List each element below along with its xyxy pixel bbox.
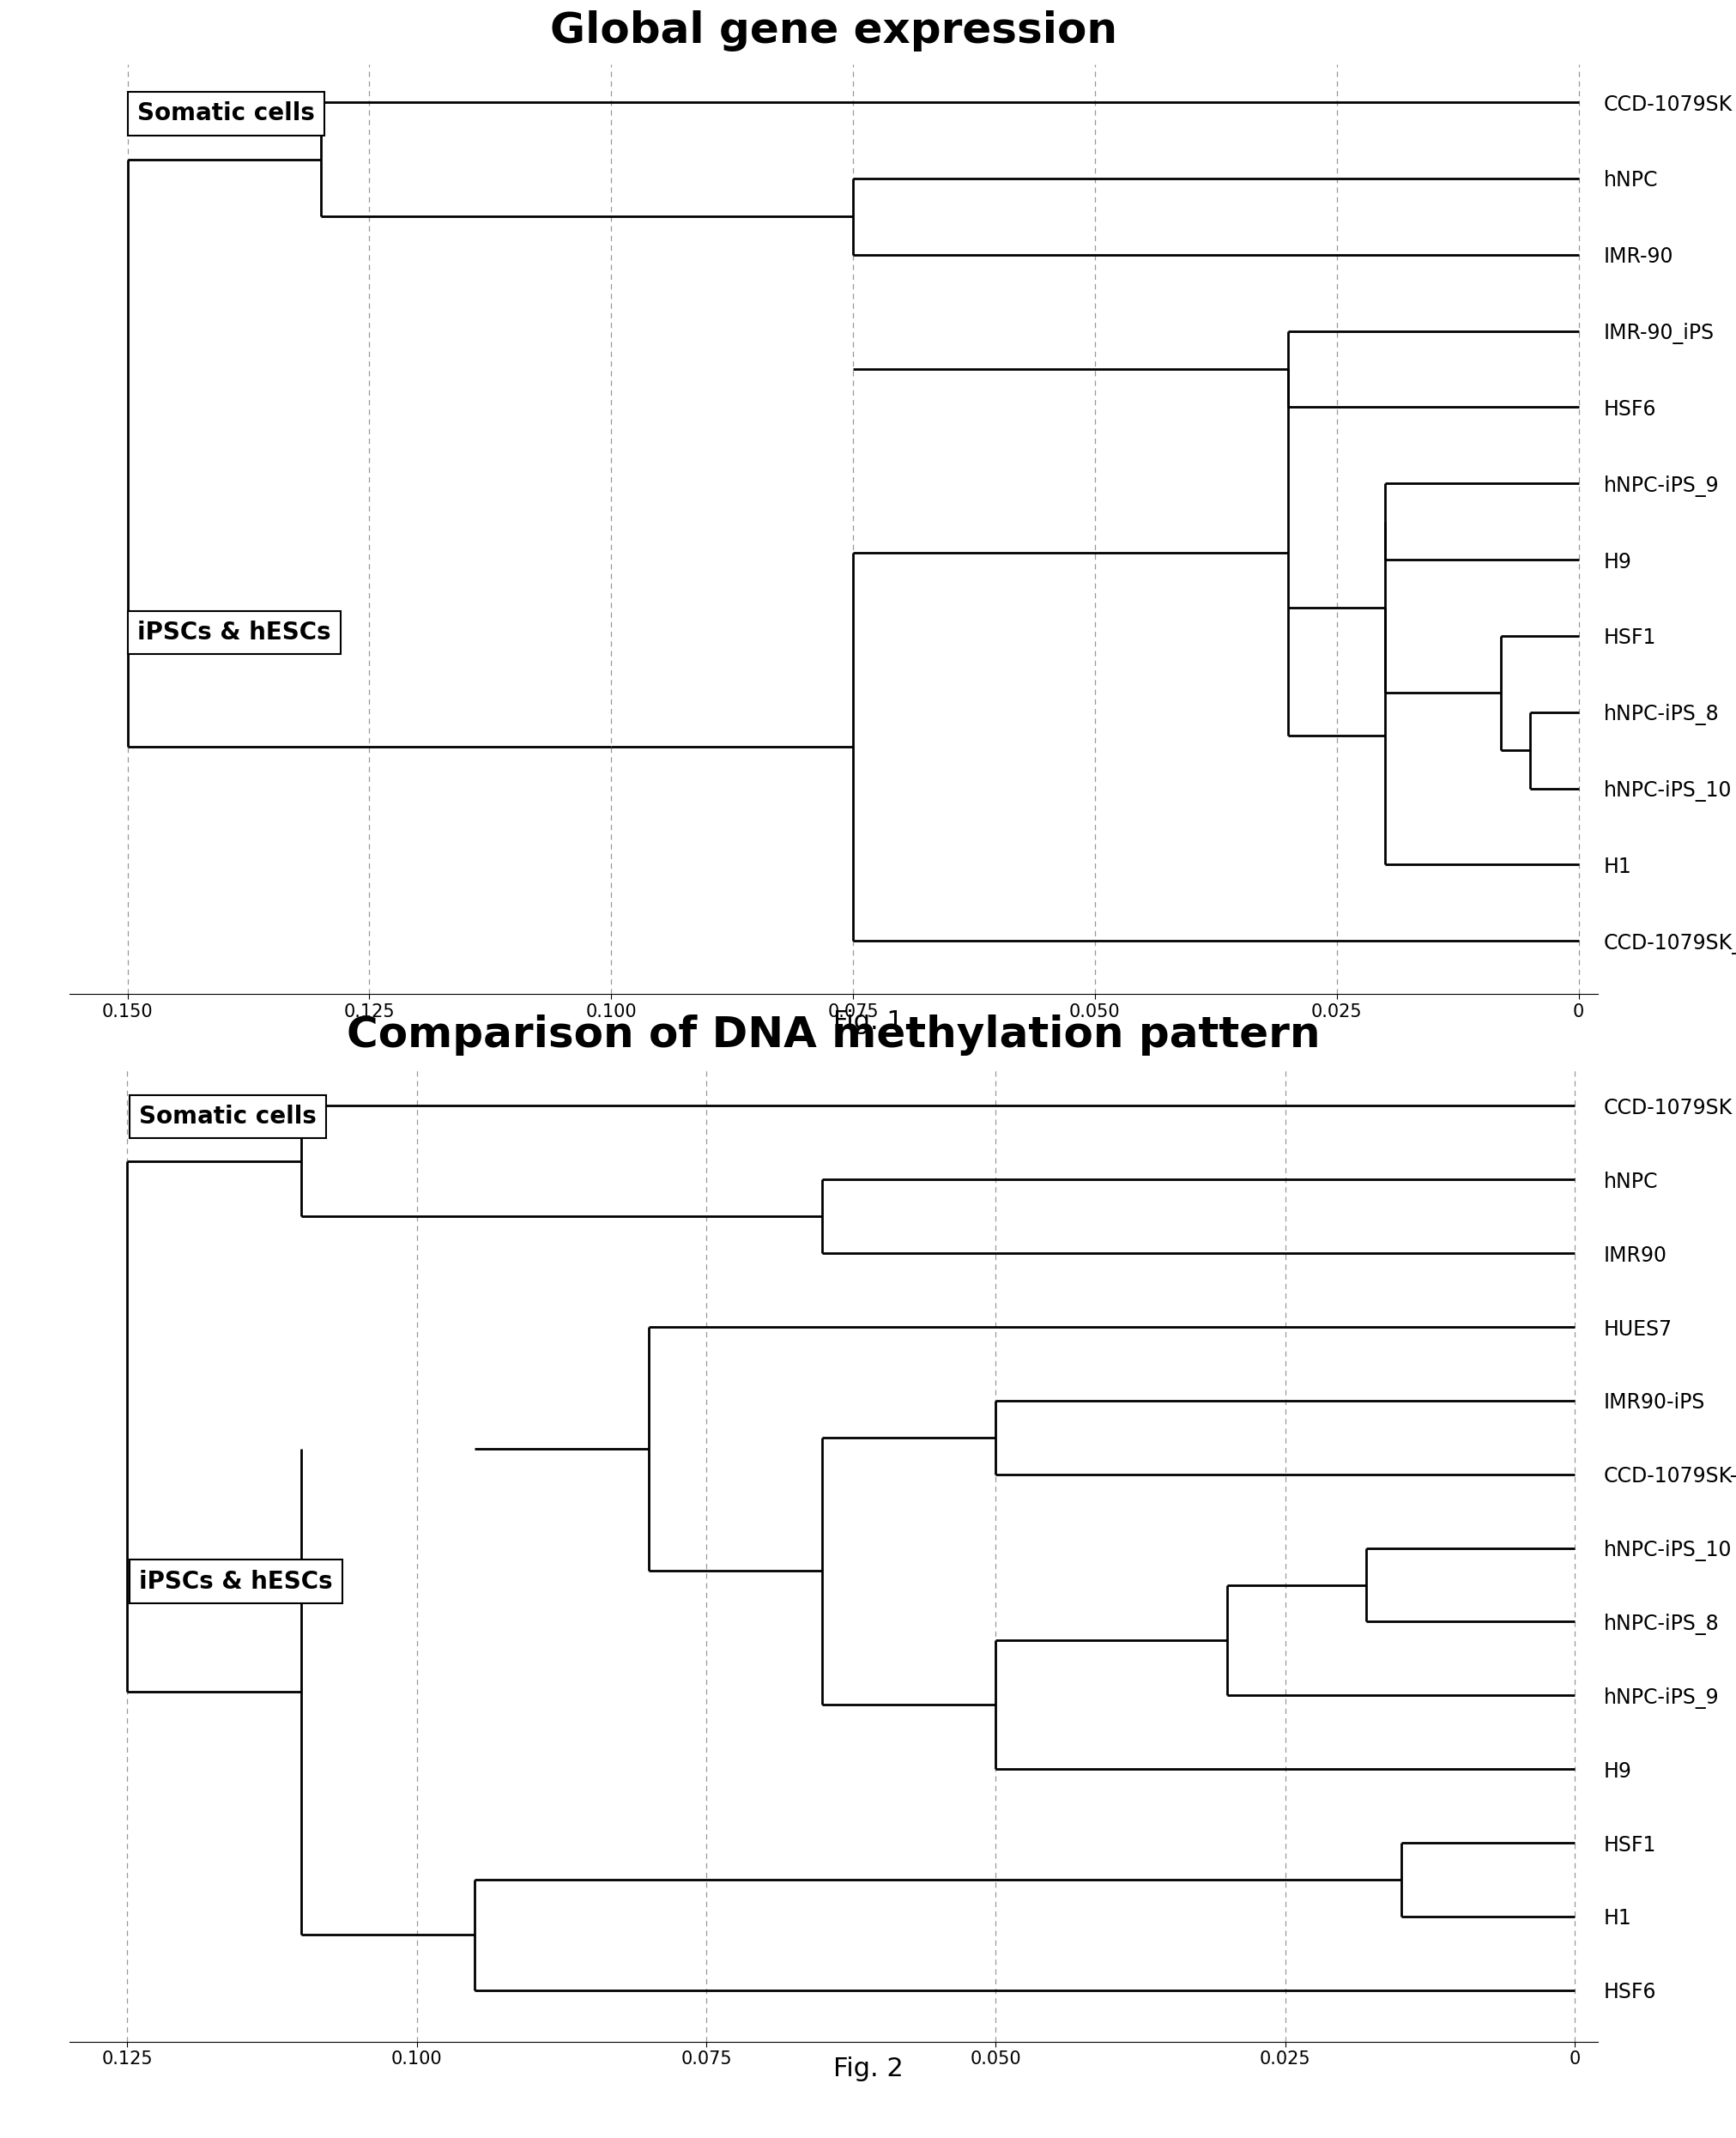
Text: iPSCs & hESCs: iPSCs & hESCs — [139, 1569, 332, 1593]
Title: Global gene expression: Global gene expression — [550, 11, 1116, 51]
Title: Comparison of DNA methylation pattern: Comparison of DNA methylation pattern — [347, 1016, 1319, 1056]
Text: Fig. 2: Fig. 2 — [833, 2057, 903, 2082]
Text: Somatic cells: Somatic cells — [139, 1105, 316, 1129]
Text: iPSCs & hESCs: iPSCs & hESCs — [137, 620, 330, 644]
Text: Fig. 1: Fig. 1 — [833, 1009, 903, 1035]
Text: Somatic cells: Somatic cells — [137, 103, 314, 126]
